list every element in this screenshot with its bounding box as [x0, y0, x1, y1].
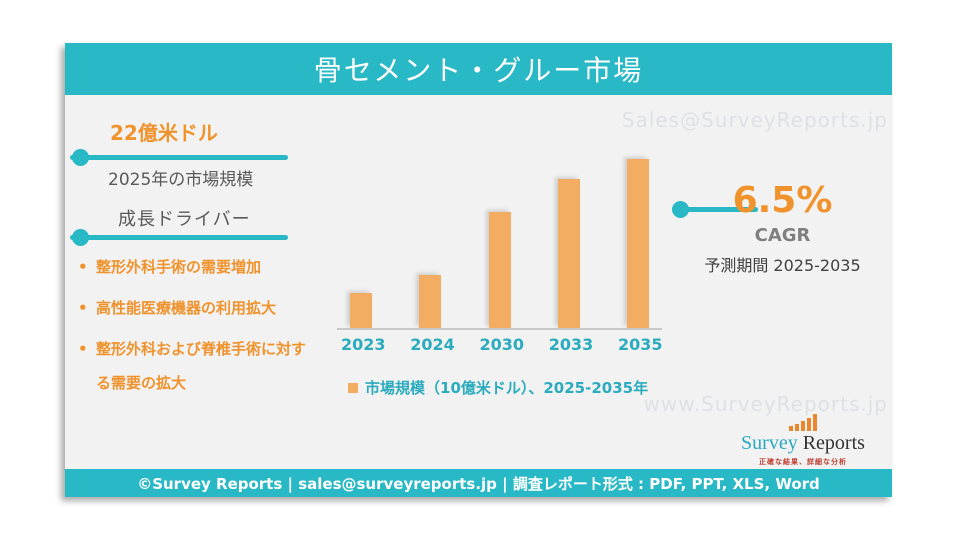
card-body: Sales@SurveyReports.jp 22億米ドル 2025年の市場規模… — [65, 95, 892, 469]
report-card: 骨セメント・グルー市場 Sales@SurveyReports.jp 22億米ド… — [65, 43, 892, 497]
x-tick-label: 2035 — [618, 335, 663, 354]
accent-dot — [72, 229, 89, 246]
bar-rect — [557, 179, 580, 328]
chart-legend: 市場規模（10億米ドル）、2025-2035年 — [348, 377, 648, 398]
growth-drivers-title: 成長ドライバー — [118, 209, 251, 230]
title-banner: 骨セメント・グルー市場 — [65, 43, 892, 95]
growth-drivers-list: • 整形外科手術の需要増加 • 高性能医療機器の利用拡大 • 整形外科および脊椎… — [78, 250, 315, 407]
footer-text: ©Survey Reports | sales@surveyreports.jp… — [137, 474, 820, 493]
logo-name: Survey Reports — [728, 432, 878, 455]
x-tick-label: 2023 — [341, 335, 386, 354]
cagr-block: 6.5% CAGR 予測期間 2025-2035 — [685, 180, 880, 276]
x-tick-label: 2033 — [548, 335, 594, 354]
bullet-icon: • — [78, 299, 88, 317]
bar-rect — [419, 275, 442, 328]
cagr-label: CAGR — [754, 225, 811, 246]
market-size-value: 22億米ドル — [110, 121, 218, 145]
legend-label: 市場規模（10億米ドル）、2025-2035年 — [365, 379, 649, 397]
growth-driver-text: 整形外科手術の需要増加 — [96, 258, 262, 276]
growth-driver-text: 高性能医療機器の利用拡大 — [96, 299, 277, 317]
accent-dot — [72, 149, 89, 166]
accent-line-growth-drivers — [70, 229, 288, 246]
x-tick-label: 2024 — [410, 335, 455, 354]
bullet-icon: • — [78, 258, 88, 276]
watermark-website: www.SurveyReports.jp — [643, 392, 888, 416]
bar-column-2030 — [480, 155, 520, 328]
bar-column-2035 — [618, 155, 658, 328]
forecast-period: 予測期間 2025-2035 — [704, 256, 861, 275]
logo-name-part1: Survey — [741, 432, 798, 454]
market-size-label: 2025年の市場規模 — [108, 170, 254, 190]
growth-driver-item: • 整形外科および脊椎手術に対する需要の拡大 — [78, 332, 315, 400]
bar-chart-labels: 2023 2024 2030 2033 2035 — [337, 335, 663, 354]
bullet-icon: • — [78, 340, 88, 358]
footer-bar: ©Survey Reports | sales@surveyreports.jp… — [65, 469, 892, 497]
bar-rect — [488, 212, 511, 328]
bar-column-2033 — [549, 155, 589, 328]
logo-name-part2: Reports — [797, 432, 865, 454]
page-title: 骨セメント・グルー市場 — [313, 54, 644, 87]
growth-driver-item: • 整形外科手術の需要増加 — [78, 250, 315, 284]
accent-line-cagr — [672, 201, 758, 218]
watermark-email: Sales@SurveyReports.jp — [621, 108, 888, 132]
bar-column-2023 — [341, 155, 381, 328]
bar-rect — [627, 159, 649, 328]
x-tick-label: 2030 — [479, 335, 525, 354]
accent-dot — [672, 201, 689, 218]
bar-column-2024 — [410, 155, 450, 328]
bar-chart-icon — [728, 413, 878, 431]
legend-swatch — [348, 382, 358, 393]
growth-driver-text: 整形外科および脊椎手術に対する需要の拡大 — [96, 340, 307, 392]
logo-tagline: 正確な結果、詳細な分析 — [759, 458, 847, 466]
bar-chart-bars — [337, 155, 662, 330]
accent-line-market-size — [70, 149, 288, 166]
cagr-value: 6.5% — [732, 180, 833, 221]
survey-reports-logo: Survey Reports 正確な結果、詳細な分析 — [728, 413, 878, 467]
bar-rect — [350, 293, 372, 328]
growth-driver-item: • 高性能医療機器の利用拡大 — [78, 291, 315, 325]
